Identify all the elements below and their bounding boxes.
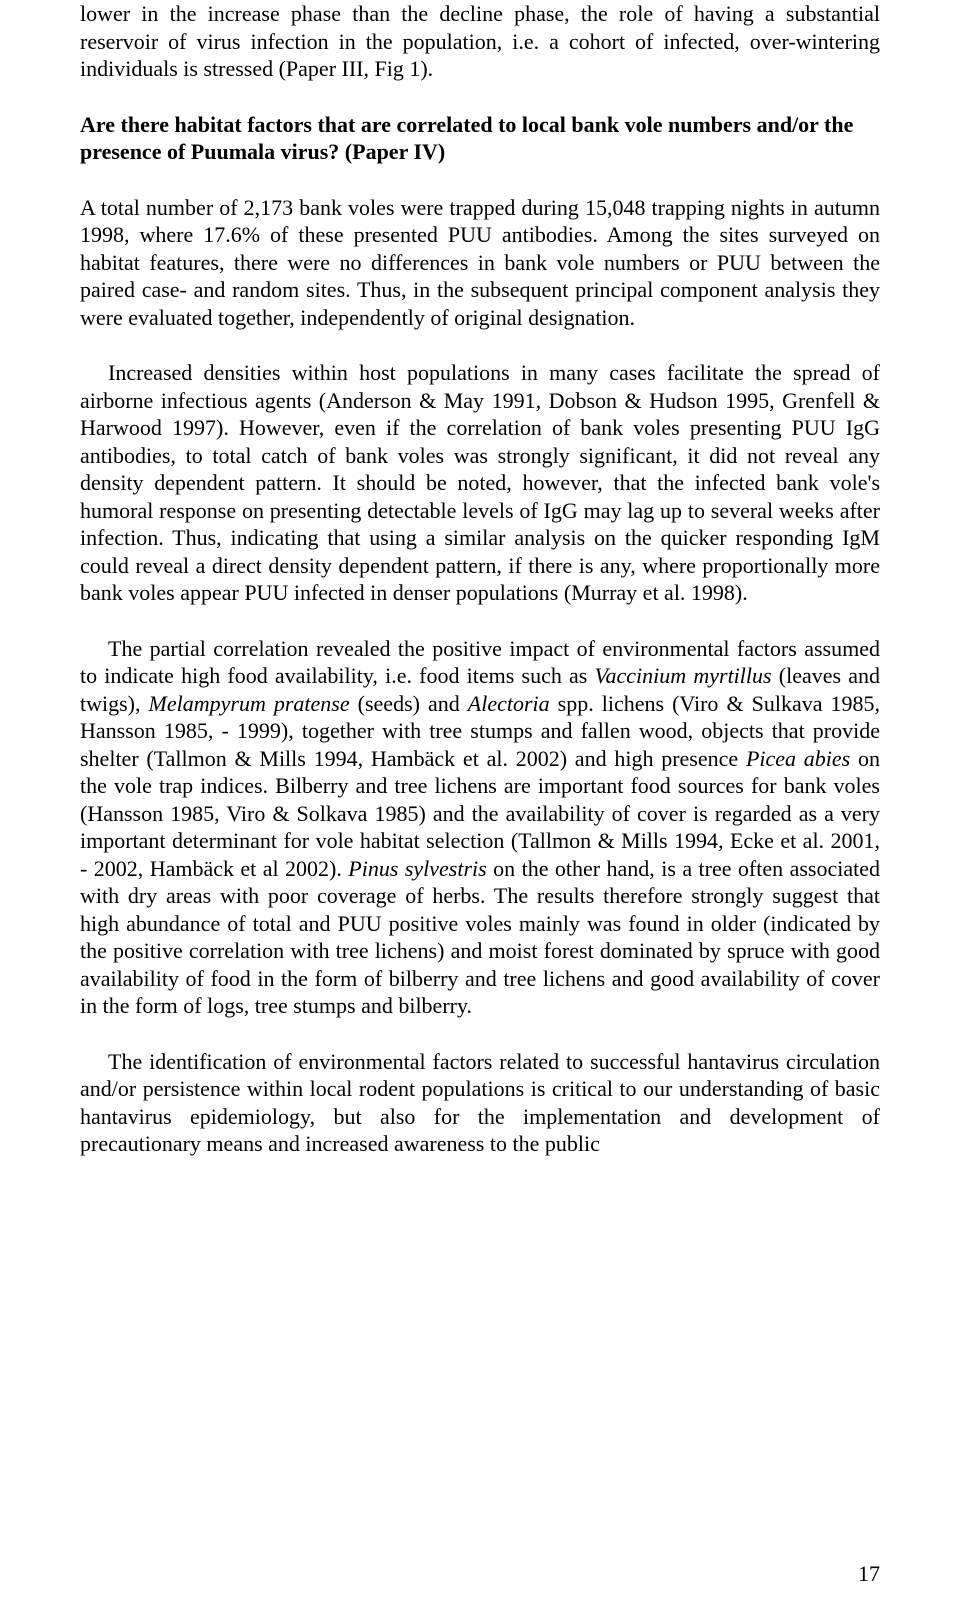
species-italic: Alectoria <box>468 691 550 716</box>
paragraph-identification: The identification of environmental fact… <box>80 1048 880 1158</box>
page-container: lower in the increase phase than the dec… <box>0 0 960 1607</box>
paragraph-lead-in: lower in the increase phase than the dec… <box>80 0 880 83</box>
species-italic: Picea abies <box>746 746 850 771</box>
text-run: (seeds) and <box>350 691 468 716</box>
section-heading: Are there habitat factors that are corre… <box>80 111 880 166</box>
paragraph-correlation: The partial correlation revealed the pos… <box>80 635 880 1020</box>
paragraph-results: A total number of 2,173 bank voles were … <box>80 194 880 332</box>
species-italic: Pinus sylvestris <box>348 856 486 881</box>
paragraph-densities: Increased densities within host populati… <box>80 359 880 607</box>
species-italic: Vaccinium myrtillus <box>595 663 772 688</box>
species-italic: Melampyrum pratense <box>149 691 350 716</box>
page-number: 17 <box>858 1561 880 1587</box>
